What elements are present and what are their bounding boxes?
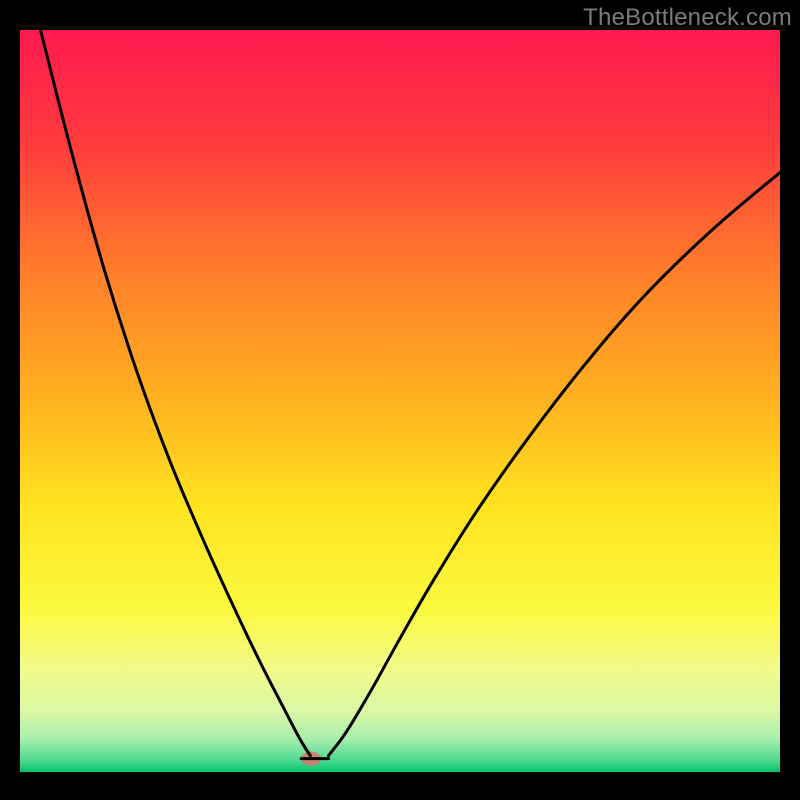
watermark-text: TheBottleneck.com [583, 4, 792, 32]
chart-container: { "watermark": "TheBottleneck.com", "cha… [0, 0, 800, 800]
plot-area [20, 30, 780, 772]
bottleneck-chart [0, 0, 800, 800]
